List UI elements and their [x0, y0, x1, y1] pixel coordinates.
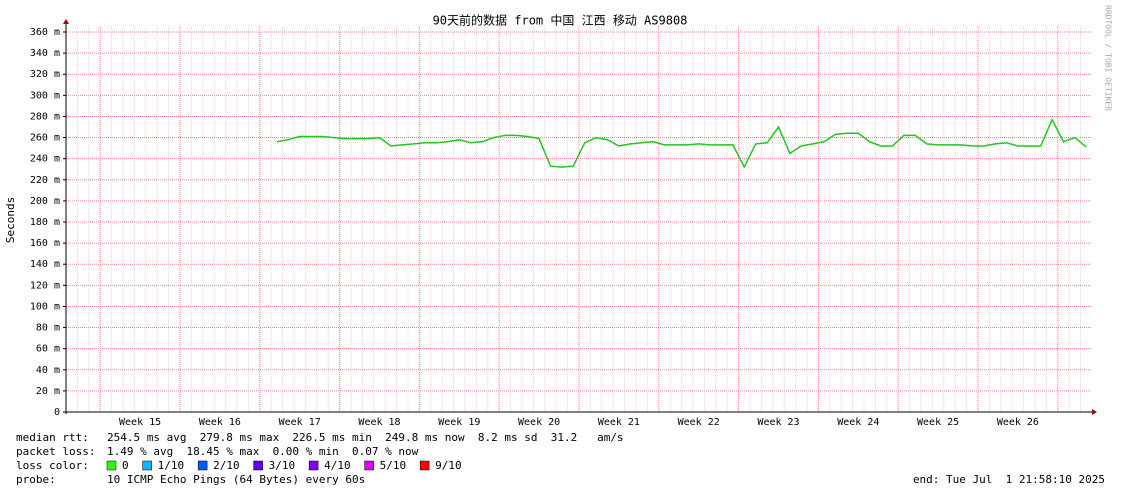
- stat-text: 254.5 ms avg 279.8 ms max 226.5 ms min 2…: [107, 431, 624, 444]
- chart-title: 90天前的数据 from 中国 江西 移动 AS9808: [433, 13, 688, 28]
- y-tick-label: 300 m: [30, 90, 60, 101]
- x-tick-label: Week 20: [518, 417, 560, 428]
- x-tick-label: Week 17: [279, 417, 321, 428]
- y-tick-label: 260 m: [30, 133, 60, 144]
- x-tick-label: Week 26: [997, 417, 1039, 428]
- y-tick-label: 100 m: [30, 301, 60, 312]
- y-tick-label: 340 m: [30, 48, 60, 59]
- legend-entry: 1/10: [158, 459, 185, 472]
- x-tick-label: Week 19: [438, 417, 480, 428]
- y-tick-label: 160 m: [30, 238, 60, 249]
- y-tick-label: 20 m: [36, 386, 60, 397]
- legend-swatch: [142, 460, 152, 471]
- legend-swatch: [308, 460, 319, 471]
- legend-entry: 5/10: [380, 459, 407, 472]
- stat-label: packet loss:: [16, 445, 95, 458]
- y-tick-label: 0: [54, 407, 60, 418]
- x-tick-label: Week 24: [837, 417, 879, 428]
- stat-text: 1.49 % avg 18.45 % max 0.00 % min 0.07 %…: [107, 445, 419, 458]
- y-tick-label: 280 m: [30, 111, 60, 122]
- legend-swatch: [106, 460, 117, 471]
- legend-label: loss color:: [16, 459, 89, 472]
- x-tick-label: Week 25: [917, 417, 959, 428]
- y-tick-label: 140 m: [30, 259, 60, 270]
- probe-text: 10 ICMP Echo Pings (64 Bytes) every 60s: [107, 473, 365, 486]
- x-tick-label: Week 15: [119, 417, 161, 428]
- x-tick-label: Week 21: [598, 417, 640, 428]
- legend-swatch: [364, 460, 374, 471]
- y-tick-label: 180 m: [30, 217, 60, 228]
- probe-label: probe:: [16, 473, 56, 486]
- x-tick-label: Week 18: [358, 417, 400, 428]
- y-tick-label: 120 m: [30, 280, 60, 291]
- y-tick-label: 320 m: [30, 69, 60, 80]
- end-time: end: Tue Jul 1 21:58:10 2025: [913, 473, 1105, 486]
- x-tick-label: Week 16: [199, 417, 241, 428]
- legend-entry: 0: [122, 459, 129, 472]
- median-line: [276, 117, 1087, 169]
- y-tick-label: 200 m: [30, 196, 60, 207]
- y-tick-label: 80 m: [36, 323, 60, 334]
- y-tick-label: 220 m: [30, 175, 60, 186]
- y-tick-label: 60 m: [36, 344, 60, 355]
- y-axis-label: Seconds: [4, 197, 17, 243]
- stat-label: median rtt:: [16, 431, 89, 444]
- legend-entry: 9/10: [435, 459, 462, 472]
- y-axis-arrow: [63, 19, 69, 24]
- legend-swatch: [197, 460, 208, 471]
- y-tick-label: 360 m: [30, 27, 60, 38]
- x-tick-label: Week 22: [678, 417, 720, 428]
- legend-entry: 3/10: [269, 459, 296, 472]
- legend-entry: 2/10: [213, 459, 240, 472]
- x-axis-arrow: [1092, 409, 1097, 415]
- x-tick-label: Week 23: [757, 417, 799, 428]
- legend-swatch: [419, 460, 430, 471]
- y-tick-label: 240 m: [30, 154, 60, 165]
- y-tick-label: 40 m: [36, 365, 60, 376]
- legend-swatch: [253, 460, 263, 471]
- side-note: RRDTOOL / TOBI OETIKER: [1104, 5, 1113, 111]
- legend-entry: 4/10: [324, 459, 351, 472]
